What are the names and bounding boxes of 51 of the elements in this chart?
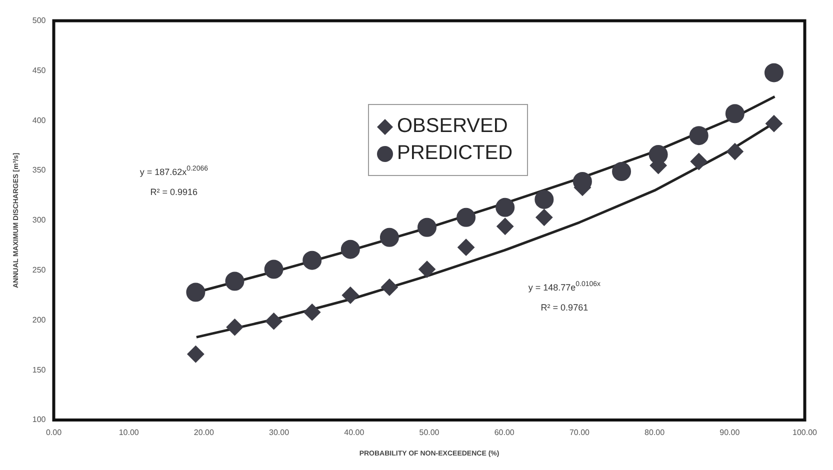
- point: [380, 278, 398, 296]
- x-tick-label: 40.00: [344, 428, 365, 438]
- x-tick-label: 60.00: [494, 428, 515, 438]
- point: [536, 208, 553, 226]
- point: [302, 250, 322, 270]
- point: [187, 346, 204, 363]
- point: [612, 162, 632, 181]
- x-tick-label: 50.00: [419, 428, 440, 438]
- x-tick-label: 90.00: [720, 428, 740, 438]
- point: [418, 218, 437, 237]
- y-tick-label: 300: [32, 216, 46, 225]
- x-tick-label: 0.00: [46, 428, 62, 438]
- x-tick-label: 70.00: [569, 428, 590, 438]
- point: [264, 260, 284, 279]
- point: [265, 312, 282, 330]
- annotation: R² = 0.9761: [540, 302, 588, 313]
- x-tick-label: 20.00: [194, 428, 215, 438]
- point: [380, 228, 399, 247]
- y-tick-label: 400: [32, 116, 46, 125]
- y-tick-label: 200: [32, 315, 46, 324]
- point: [690, 153, 708, 170]
- point: [456, 208, 476, 227]
- x-tick-label: 80.00: [644, 428, 666, 438]
- point: [496, 218, 514, 235]
- point: [304, 304, 321, 321]
- y-tick-label: 150: [32, 365, 46, 374]
- x-tick-label: 10.00: [118, 428, 140, 438]
- y-tick-label: 250: [32, 266, 46, 275]
- y-tick-label: 450: [32, 66, 46, 75]
- y-tick-label: 100: [32, 415, 46, 424]
- point: [765, 115, 782, 132]
- point: [186, 282, 206, 302]
- legend-label: OBSERVED: [397, 115, 508, 138]
- point: [726, 143, 744, 160]
- point: [340, 240, 360, 259]
- point: [764, 63, 784, 82]
- point: [534, 190, 554, 209]
- x-tick-label: 100.00: [792, 428, 818, 438]
- point: [226, 318, 244, 336]
- y-tick-label: 500: [32, 16, 46, 26]
- point: [458, 238, 475, 256]
- point: [725, 104, 744, 124]
- annotation: R² = 0.9916: [150, 186, 198, 197]
- point: [689, 126, 708, 146]
- point: [342, 286, 359, 304]
- y-tick-label: 350: [32, 166, 46, 175]
- point: [496, 198, 515, 217]
- x-tick-label: 30.00: [269, 428, 290, 438]
- legend-label: PREDICTED: [397, 142, 513, 165]
- point: [418, 260, 436, 278]
- point: [225, 272, 244, 291]
